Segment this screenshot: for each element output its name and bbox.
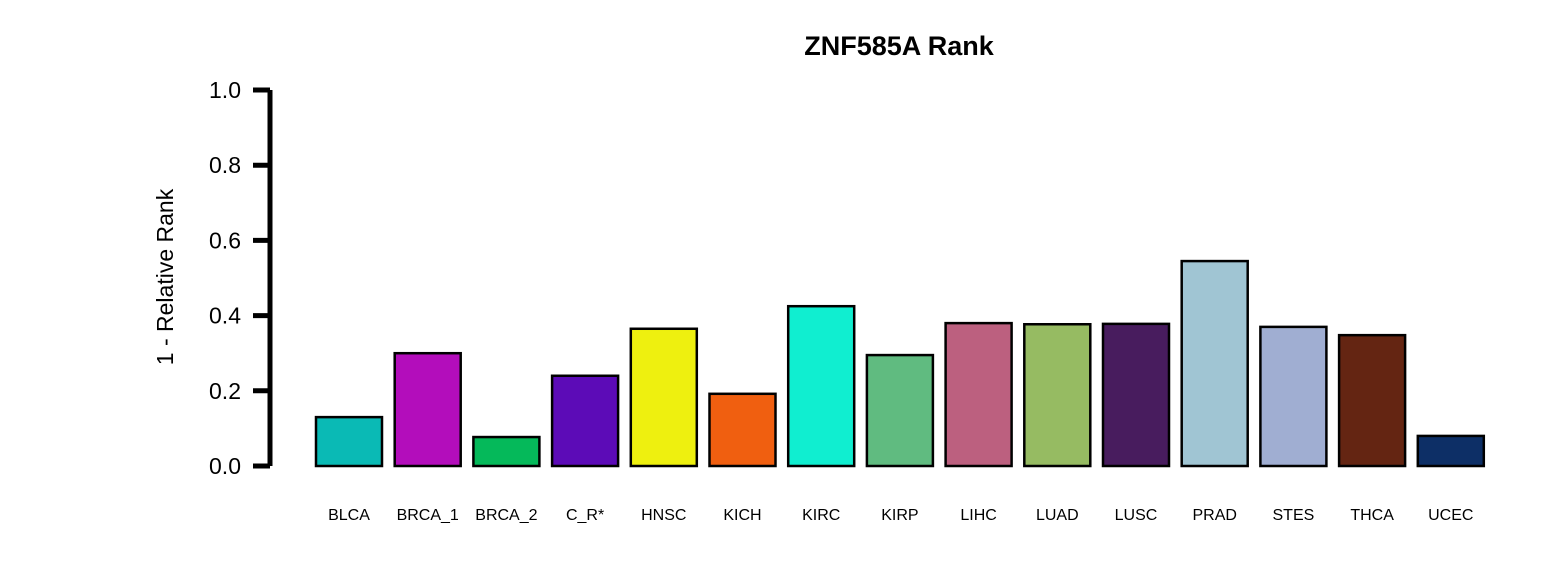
x-tick-label: LUSC: [1115, 507, 1158, 524]
bar-luad: [1023, 322, 1092, 468]
y-axis: 0.0 0.2 0.4 0.6 0.8 1.0: [209, 77, 273, 479]
bar-kirp: [865, 353, 935, 468]
bar-ucec: [1416, 434, 1486, 468]
x-tick-label: C_R*: [566, 507, 604, 524]
y-tick-label: 0.4: [209, 303, 241, 329]
x-tick-label: LIHC: [960, 507, 996, 524]
y-tick-label: 0.6: [209, 227, 241, 253]
y-tick-label: 0.2: [209, 378, 241, 404]
bars: [314, 259, 1486, 468]
x-tick-label: KICH: [723, 507, 761, 524]
bar-hnsc: [629, 327, 699, 468]
chart-title: ZNF585A Rank: [804, 31, 995, 61]
y-tick-label: 1.0: [209, 77, 241, 103]
bar-kirc: [786, 304, 856, 468]
bar-brca-2: [472, 435, 541, 468]
x-tick-label: BRCA_1: [397, 507, 459, 524]
x-tick-label: LUAD: [1036, 507, 1079, 524]
bar-brca-1: [393, 351, 462, 468]
y-axis-label: 1 - Relative Rank: [152, 188, 178, 365]
x-tick-label: PRAD: [1192, 507, 1236, 524]
x-tick-label: THCA: [1350, 507, 1394, 524]
x-axis-labels: BLCA BRCA_1 BRCA_2 C_R* HNSC KICH KIRC KIRP LIHC…: [328, 507, 1473, 524]
bar-blca: [314, 415, 384, 468]
bar-c-r: [550, 374, 620, 468]
x-tick-label: UCEC: [1428, 507, 1473, 524]
x-tick-label: BLCA: [328, 507, 370, 524]
x-tick-label: STES: [1273, 507, 1315, 524]
x-tick-label: KIRP: [881, 507, 918, 524]
x-tick-label: HNSC: [641, 507, 686, 524]
bar-kich: [708, 392, 777, 468]
y-tick-label: 0.8: [209, 152, 241, 178]
x-tick-label: KIRC: [802, 507, 840, 524]
bar-lusc: [1101, 322, 1171, 468]
x-tick-label: BRCA_2: [475, 507, 537, 524]
bar-lihc: [944, 321, 1013, 468]
bar-prad: [1180, 259, 1249, 468]
bar-stes: [1259, 325, 1328, 468]
bar-thca: [1337, 333, 1407, 468]
y-tick-label: 0.0: [209, 453, 241, 479]
